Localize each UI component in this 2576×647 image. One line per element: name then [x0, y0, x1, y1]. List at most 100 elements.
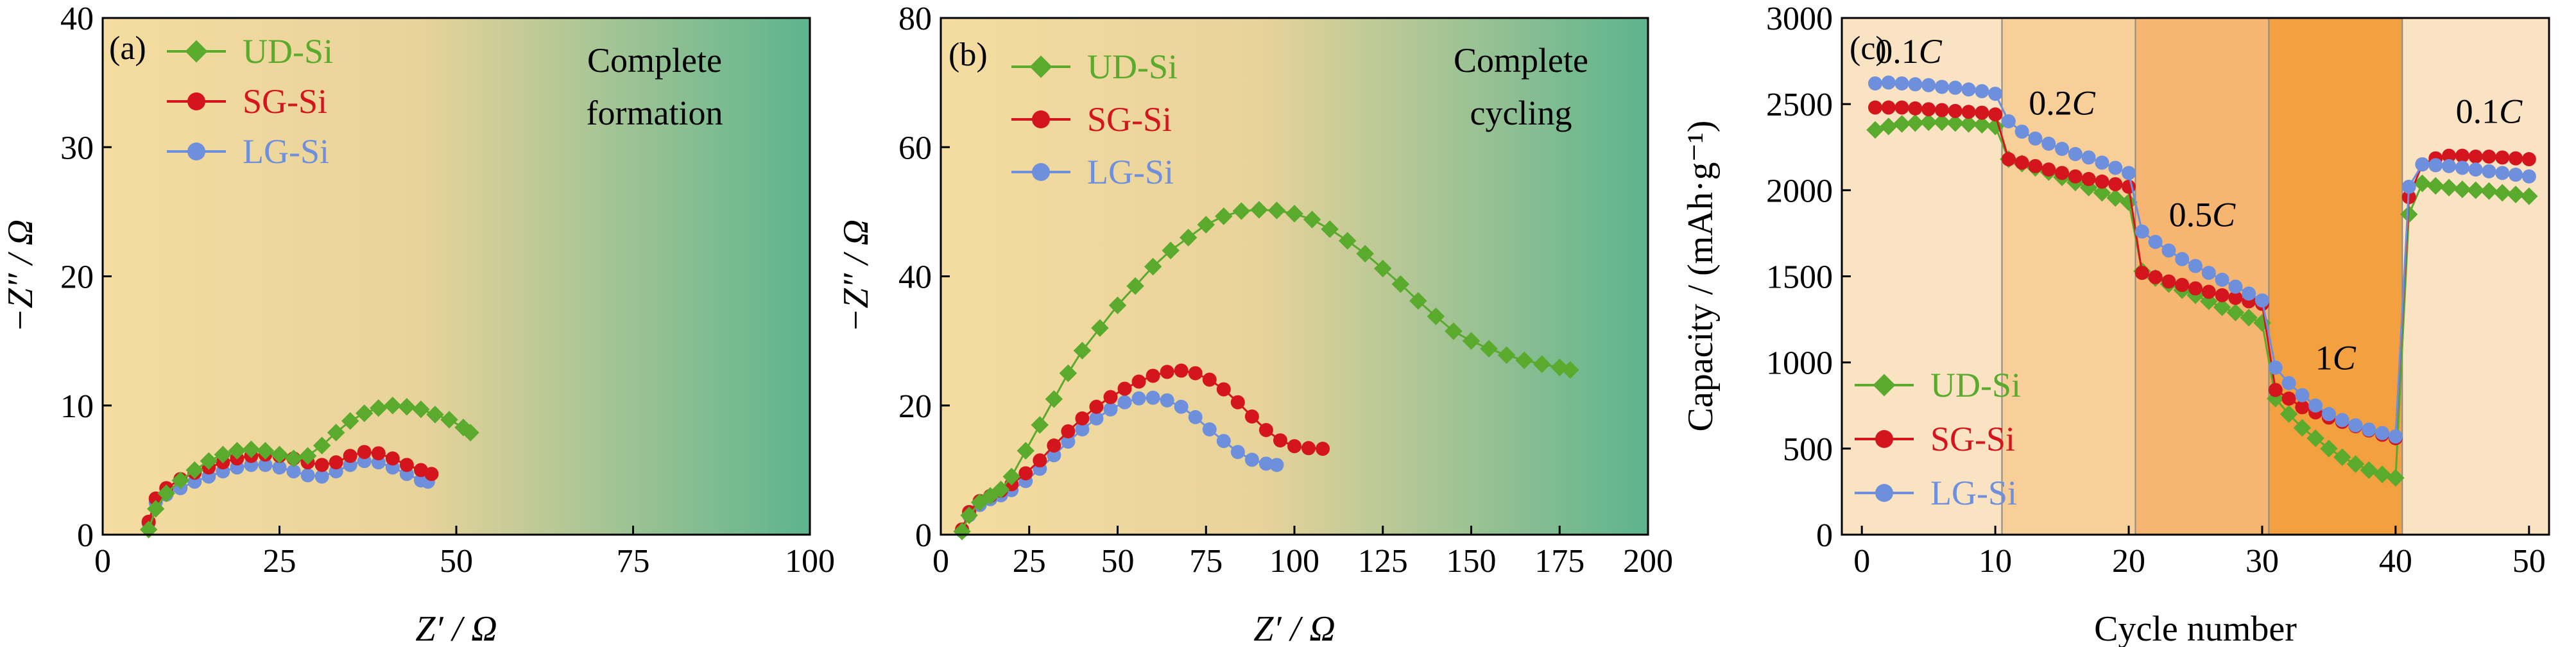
point-UD-Si	[1059, 364, 1078, 383]
point-UD-Si	[341, 412, 359, 430]
point-LG-Si	[1934, 80, 1949, 94]
panel-a-annotation-line2: formation	[587, 94, 723, 132]
y-tick-label: 3000	[1766, 1, 1833, 37]
point-UD-Si	[1973, 116, 1991, 134]
panel-a-x-axis-label: Z′ / Ω	[415, 609, 497, 647]
point-UD-Si	[2413, 174, 2432, 193]
point-LG-Si	[2335, 413, 2349, 427]
point-SG-Si	[2201, 284, 2216, 299]
point-UD-Si	[2280, 405, 2298, 423]
panel-b-y-axis-label: −Z″ / Ω	[836, 220, 876, 332]
y-tick-label: 80	[898, 1, 932, 37]
point-LG-Si	[2321, 407, 2336, 422]
point-SG-Si	[1089, 399, 1104, 414]
point-UD-Si	[1144, 257, 1162, 276]
point-SG-Si	[1216, 382, 1231, 397]
point-SG-Si	[1287, 439, 1301, 454]
panel-c-y-ticks: 0 500 1000 1500 2000 2500 3000	[1766, 1, 1851, 554]
point-UD-Si	[2293, 418, 2312, 437]
point-SG-Si	[1018, 466, 1033, 481]
point-UD-Si	[1045, 390, 1063, 408]
point-SG-Si	[2482, 150, 2496, 164]
x-tick-label: 175	[1534, 543, 1584, 580]
point-LG-Si	[1089, 411, 1104, 426]
rate-label: 1C	[2315, 338, 2357, 377]
y-tick-label: 20	[898, 388, 932, 425]
point-SG-Si	[357, 445, 372, 460]
point-LG-Si	[1868, 76, 1882, 91]
point-UD-Si	[370, 399, 388, 417]
point-SG-Si	[1174, 363, 1189, 378]
y-tick-label: 2000	[1766, 173, 1833, 209]
point-SG-Si	[2081, 171, 2096, 186]
point-SG-Si	[1146, 368, 1160, 383]
point-SG-Si	[424, 467, 439, 481]
point-UD-Si	[426, 406, 444, 424]
y-tick-label: 30	[60, 130, 94, 166]
point-LG-Si	[2362, 422, 2376, 437]
point-SG-Si	[343, 449, 357, 463]
point-UD-Si	[1126, 277, 1144, 295]
x-tick-label: 30	[2245, 543, 2279, 580]
point-LG-Si	[2028, 131, 2043, 146]
point-LG-Si	[1174, 399, 1189, 414]
point-UD-Si	[2493, 184, 2511, 202]
x-tick-label: 75	[1189, 543, 1223, 580]
point-UD-Si	[1933, 113, 1951, 132]
point-UD-Si	[2093, 184, 2111, 202]
point-LG-Si	[2428, 158, 2443, 173]
point-UD-Si	[461, 424, 479, 442]
point-LG-Si	[2188, 259, 2202, 273]
point-SG-Si	[2014, 155, 2029, 170]
point-LG-Si	[1988, 87, 2003, 101]
point-UD-Si	[1303, 211, 1321, 229]
rate-band	[1842, 18, 2002, 535]
point-LG-Si	[2001, 114, 2016, 128]
point-UD-Si	[228, 442, 246, 460]
point-UD-Si	[355, 404, 374, 422]
point-SG-Si	[1117, 381, 1132, 396]
point-SG-Si	[1908, 101, 1923, 116]
x-tick-label: 25	[1013, 543, 1046, 580]
panel-c-x-ticks: 0 10 20 30 40 50	[1853, 526, 2546, 580]
legend-label-UD-Si: UD-Si	[243, 32, 333, 71]
point-UD-Si	[1179, 229, 1198, 246]
legend-label-SG-Si: SG-Si	[1087, 100, 1172, 139]
point-SG-Si	[1894, 100, 1909, 115]
x-tick-label: 125	[1358, 543, 1408, 580]
point-LG-Si	[2268, 360, 2283, 375]
x-tick-label: 50	[440, 543, 473, 580]
point-UD-Si	[2120, 193, 2138, 211]
panel-b-nyquist-cycling: 0 25 50 75 100 125 150 175 200 0 20 40 60 80 (b) Com…	[836, 1, 1673, 647]
point-SG-Si	[1061, 424, 1076, 438]
point-SG-Si	[1033, 453, 1047, 468]
point-UD-Si	[1356, 245, 1374, 263]
point-SG-Si	[314, 458, 329, 472]
legend-label-LG-Si: LG-Si	[1087, 153, 1174, 191]
point-LG-Si	[1230, 445, 1245, 460]
point-SG-Si	[1921, 102, 1936, 117]
point-UD-Si	[1321, 220, 1339, 238]
x-tick-label: 20	[2112, 543, 2145, 580]
y-tick-label: 1000	[1766, 345, 1833, 382]
point-UD-Si	[1959, 115, 1978, 133]
point-UD-Si	[1017, 442, 1035, 460]
point-SG-Si	[2268, 383, 2283, 397]
y-tick-label: 1500	[1766, 259, 1833, 296]
point-UD-Si	[1946, 114, 1964, 132]
legend-marker-SG-Si	[1032, 110, 1050, 128]
point-UD-Si	[298, 447, 317, 465]
point-LG-Si	[2148, 234, 2163, 249]
point-UD-Si	[1091, 319, 1109, 337]
point-SG-Si	[1273, 433, 1287, 448]
point-SG-Si	[2108, 177, 2123, 191]
point-LG-Si	[1216, 434, 1231, 449]
point-UD-Si	[1108, 297, 1127, 315]
point-LG-Si	[2161, 243, 2176, 258]
point-LG-Si	[2108, 160, 2123, 175]
point-SG-Si	[413, 463, 428, 478]
point-SG-Si	[2161, 274, 2176, 289]
point-LG-Si	[2388, 429, 2403, 444]
point-UD-Si	[1533, 355, 1551, 374]
legend-label-UD-Si: UD-Si	[1930, 366, 2021, 404]
